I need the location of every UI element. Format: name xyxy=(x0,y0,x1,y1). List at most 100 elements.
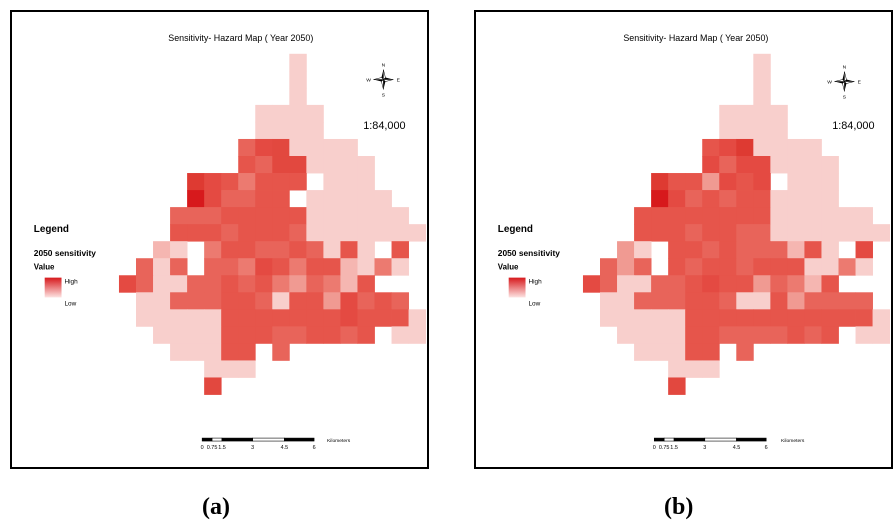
grid-cell xyxy=(787,241,805,259)
grid-cell xyxy=(634,224,652,242)
legend-high-label: High xyxy=(64,279,78,286)
grid-cell xyxy=(719,326,737,344)
grid-cell xyxy=(634,309,652,327)
grid-cell xyxy=(685,292,703,310)
grid-cell xyxy=(617,292,635,310)
grid-cell xyxy=(204,173,222,191)
map-canvas-a: Sensitivity- Hazard Map ( Year 2050) N S… xyxy=(34,33,427,451)
grid-cell xyxy=(702,360,720,378)
grid-cell xyxy=(255,275,273,293)
map-legend: Legend 2050 sensitivity Value High Low xyxy=(34,224,96,307)
map-scale-ratio: 1:84,000 xyxy=(832,120,874,132)
grid-cell xyxy=(770,121,788,140)
grid-cell xyxy=(685,326,703,344)
grid-cell xyxy=(685,173,703,191)
grid-cell xyxy=(238,326,256,344)
grid-cell xyxy=(153,275,171,293)
grid-cell xyxy=(204,190,222,208)
grid-cell xyxy=(838,309,856,327)
grid-cell xyxy=(153,241,171,259)
scale-bar-tick-label: 4.5 xyxy=(733,445,741,451)
legend-low-label: Low xyxy=(64,300,76,307)
grid-cell xyxy=(753,241,771,259)
scale-bar-segment xyxy=(221,437,253,442)
grid-cell xyxy=(340,275,358,293)
grid-cell xyxy=(600,258,618,276)
grid-cell xyxy=(719,104,737,123)
grid-cell xyxy=(204,275,222,293)
grid-cell xyxy=(736,104,754,123)
grid-cell xyxy=(617,275,635,293)
grid-cell xyxy=(238,343,256,361)
grid-cell xyxy=(238,224,256,242)
grid-cell xyxy=(221,173,239,191)
grid-cell xyxy=(306,138,324,157)
grid-cell xyxy=(272,190,290,208)
grid-cell xyxy=(719,224,737,242)
grid-cell xyxy=(719,241,737,259)
grid-cell xyxy=(289,241,307,259)
grid-cell xyxy=(855,207,873,225)
north-arrow-icon: N S W E xyxy=(366,63,400,99)
grid-cell xyxy=(787,173,805,191)
grid-cell xyxy=(238,258,256,276)
grid-cell xyxy=(668,224,686,242)
grid-cell xyxy=(204,224,222,242)
grid-cell xyxy=(736,309,754,327)
grid-cell xyxy=(170,292,188,310)
grid-cell xyxy=(408,309,427,327)
grid-cell xyxy=(804,207,822,225)
grid-cell xyxy=(719,207,737,225)
grid-cell xyxy=(872,326,891,344)
grid-cell xyxy=(374,258,392,276)
grid-cell xyxy=(374,292,392,310)
grid-cell xyxy=(391,309,409,327)
scale-bar-segment xyxy=(252,437,285,442)
grid-cell xyxy=(821,207,839,225)
grid-cell xyxy=(600,292,618,310)
grid-cell xyxy=(136,258,154,276)
grid-cell xyxy=(804,258,822,276)
grid-cell xyxy=(668,309,686,327)
grid-cell xyxy=(753,53,771,72)
grid-cell xyxy=(221,309,239,327)
grid-cell xyxy=(736,224,754,242)
grid-cell xyxy=(617,309,635,327)
grid-cell xyxy=(408,224,427,242)
grid-cell xyxy=(357,258,375,276)
grid-cell xyxy=(170,343,188,361)
grid-cell xyxy=(357,224,375,242)
scale-bar-tick-label: 3 xyxy=(703,445,706,451)
grid-cell xyxy=(702,156,720,174)
grid-cell xyxy=(221,326,239,344)
map-panel-b: Sensitivity- Hazard Map ( Year 2050) N S… xyxy=(474,10,893,469)
grid-cell xyxy=(634,258,652,276)
grid-cell xyxy=(821,292,839,310)
grid-cell xyxy=(787,224,805,242)
grid-cell xyxy=(357,275,375,293)
grid-cell xyxy=(702,275,720,293)
grid-cell xyxy=(289,258,307,276)
grid-cell xyxy=(221,275,239,293)
grid-cell xyxy=(255,104,273,123)
grid-cell xyxy=(289,138,307,157)
grid-cell xyxy=(340,156,358,174)
grid-cell xyxy=(357,190,375,208)
grid-cell xyxy=(357,241,375,259)
svg-text:W: W xyxy=(366,78,371,84)
grid-cell xyxy=(289,104,307,123)
grid-cell xyxy=(804,241,822,259)
grid-cell xyxy=(170,275,188,293)
grid-cell xyxy=(255,190,273,208)
scale-bar-segment xyxy=(673,437,706,442)
grid-cell xyxy=(736,121,754,140)
grid-cell xyxy=(770,292,788,310)
grid-cell xyxy=(651,224,669,242)
grid-cell xyxy=(306,275,324,293)
grid-cell xyxy=(391,224,409,242)
grid-cell xyxy=(323,138,341,157)
grid-cell xyxy=(255,258,273,276)
grid-cell xyxy=(787,138,805,157)
grid-cell xyxy=(221,207,239,225)
grid-cell xyxy=(787,258,805,276)
